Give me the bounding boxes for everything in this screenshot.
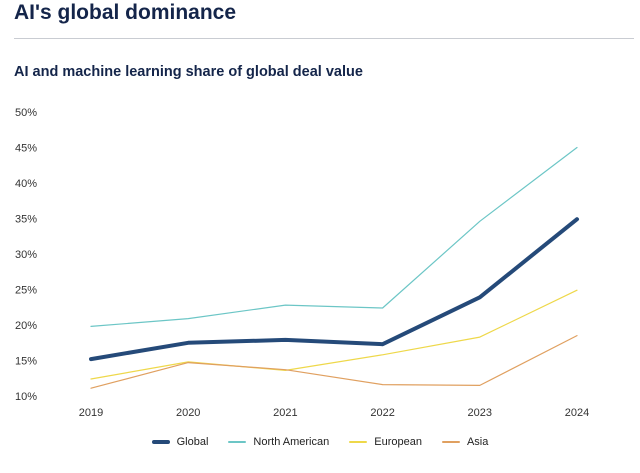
legend-item-north-american: North American [228,436,329,448]
chart-legend: Global North American European Asia [0,436,640,448]
legend-label: European [374,436,422,448]
legend-label: Global [176,436,209,448]
y-tick-label: 15% [15,356,37,368]
page-title: AI's global dominance [14,1,237,24]
y-tick-label: 50% [15,107,37,119]
series-line-north-american [90,146,578,327]
y-tick-label: 45% [15,143,37,155]
legend-swatch [228,441,247,443]
series-line-european [90,289,578,380]
y-axis: 10% 15% 20% 25% 30% 35% 40% 45% 50% [15,107,37,403]
legend-item-european: European [349,436,422,448]
y-tick-label: 10% [15,391,37,403]
legend-swatch [349,441,368,443]
title-divider [14,38,634,39]
series-line-asia [90,335,578,389]
y-tick-label: 25% [15,285,37,297]
y-tick-label: 40% [15,178,37,190]
x-axis: 2019 2020 2021 2022 2023 2024 [79,407,589,419]
x-tick-label: 2021 [273,407,297,419]
legend-swatch [151,440,170,444]
x-tick-label: 2020 [176,407,200,419]
x-tick-label: 2023 [468,407,492,419]
series-lines [89,146,579,389]
legend-item-asia: Asia [441,436,489,448]
series-line-global [89,217,579,362]
legend-label: North American [253,436,330,448]
y-tick-label: 35% [15,214,37,226]
x-tick-label: 2024 [565,407,589,419]
x-tick-label: 2019 [79,407,103,419]
line-chart: 10% 15% 20% 25% 30% 35% 40% 45% 50% 2019 2020 2021… [15,107,589,419]
x-tick-label: 2022 [370,407,394,419]
legend-swatch [441,441,460,443]
legend-label: Asia [466,436,489,448]
chart-title: AI and machine learning share of global … [14,64,363,80]
y-tick-label: 20% [15,320,37,332]
y-tick-label: 30% [15,249,37,261]
legend-item-global: Global [151,436,209,448]
